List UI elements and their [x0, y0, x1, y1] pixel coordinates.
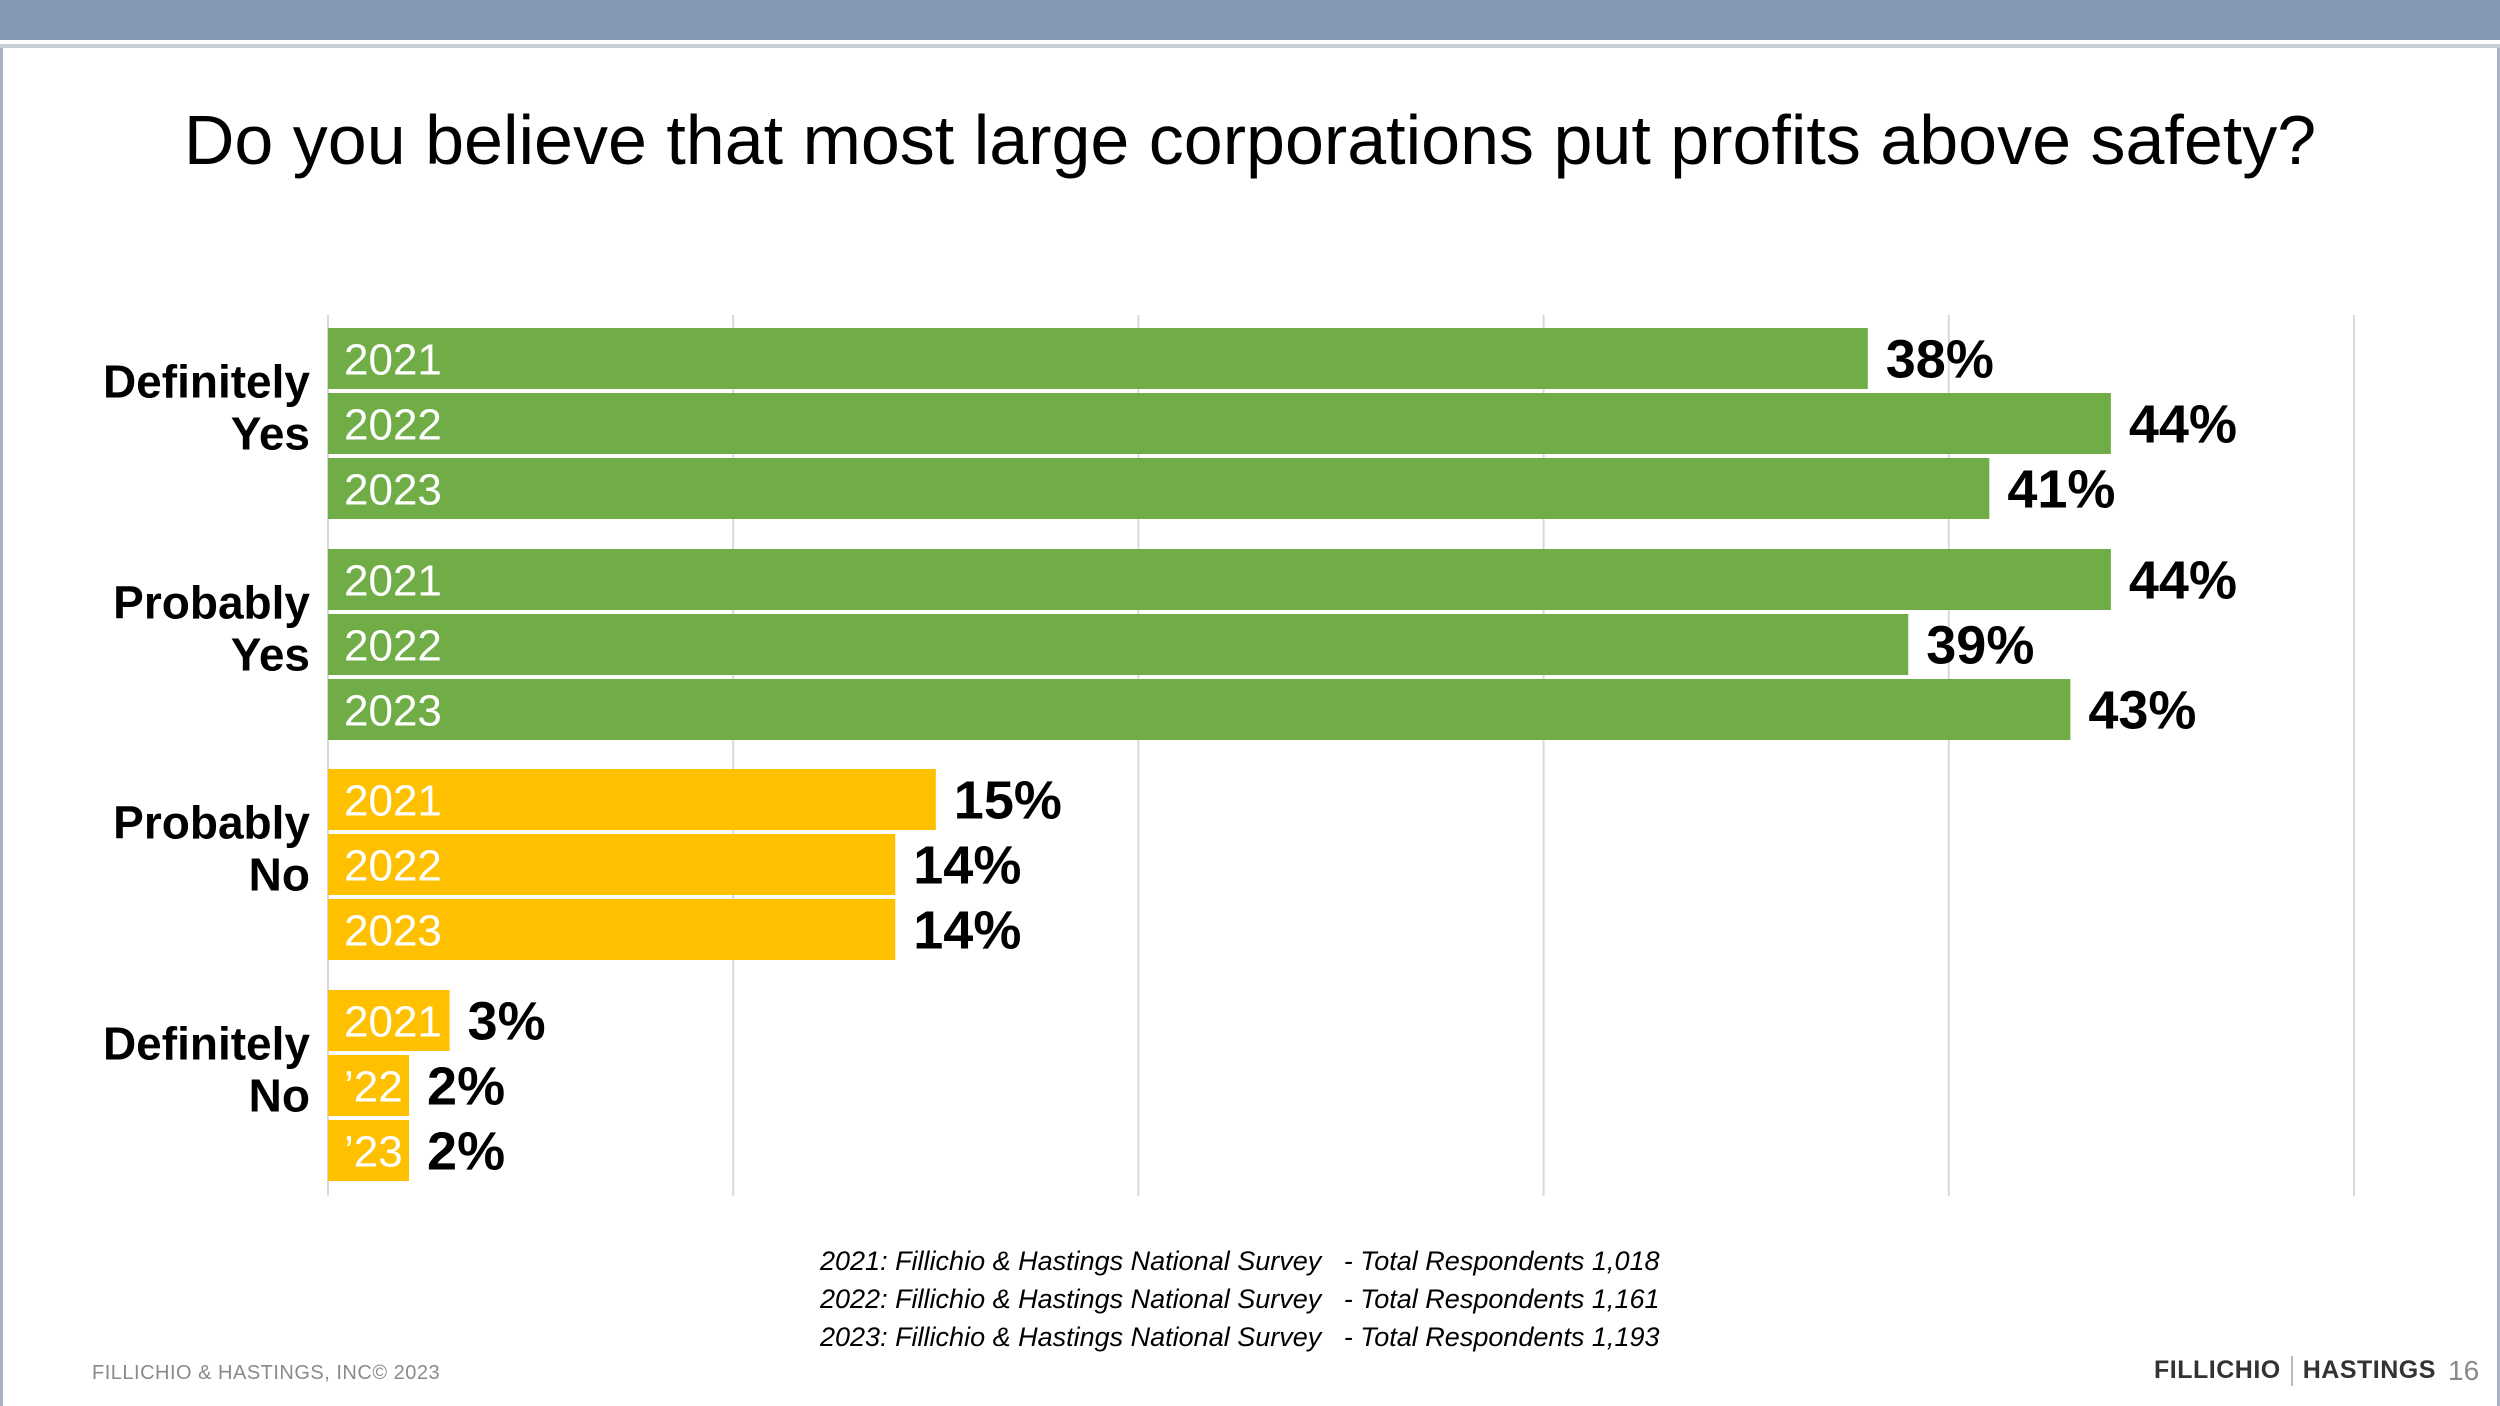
data-label: 14% — [913, 836, 1021, 896]
bar — [328, 899, 896, 960]
bars — [328, 328, 2111, 1181]
bar-year-label: 2023 — [344, 687, 442, 736]
page-number: 16 — [2448, 1355, 2480, 1386]
survey-total: - Total Respondents 1,018 — [1343, 1246, 1660, 1276]
category-label: Yes — [231, 629, 310, 681]
slide-right-border — [2497, 48, 2500, 1406]
bar-year-label: 2022 — [344, 401, 442, 450]
bar — [328, 393, 2111, 454]
category-label: No — [249, 1070, 310, 1122]
bar-year-label: ’23 — [344, 1128, 403, 1177]
bar-year-label: 2022 — [344, 622, 442, 671]
bar — [328, 679, 2071, 740]
category-label: Yes — [231, 408, 310, 460]
data-label: 43% — [2088, 681, 2196, 741]
bar-year-label: 2021 — [344, 336, 442, 385]
bar — [328, 990, 450, 1051]
bar — [328, 1055, 410, 1116]
data-label: 3% — [468, 992, 546, 1052]
survey-total: - Total Respondents 1,161 — [1343, 1284, 1660, 1314]
survey-name: 2021: Fillichio & Hastings National Surv… — [820, 1246, 1322, 1276]
bar — [328, 549, 2111, 610]
bar — [328, 769, 936, 830]
bar — [328, 458, 1990, 519]
survey-total: - Total Respondents 1,193 — [1343, 1322, 1660, 1352]
header-rule — [0, 44, 2500, 48]
data-label: 41% — [2007, 460, 2115, 520]
slide-left-border — [0, 48, 3, 1406]
bar — [328, 834, 896, 895]
bar-year-label: 2023 — [344, 466, 442, 515]
brand-name-left: FILLICHIO — [2154, 1356, 2281, 1384]
category-label: Probably — [113, 797, 310, 849]
bar-year-label: 2022 — [344, 842, 442, 891]
bar — [328, 328, 1868, 389]
brand-name-right: HASTINGS — [2302, 1356, 2436, 1384]
data-label: 14% — [913, 901, 1021, 961]
bar-year-label: 2021 — [344, 998, 442, 1047]
bar-year-label: 2021 — [344, 557, 442, 606]
category-label: Definitely — [103, 356, 310, 408]
survey-name: 2022: Fillichio & Hastings National Surv… — [820, 1284, 1322, 1314]
survey-notes: 2021: Fillichio & Hastings National Surv… — [820, 1242, 1660, 1356]
data-label: 39% — [1926, 616, 2034, 676]
bar-year-label: 2021 — [344, 777, 442, 826]
bar — [328, 1120, 410, 1181]
survey-note-2023: 2023: Fillichio & Hastings National Surv… — [820, 1318, 1660, 1356]
bar — [328, 614, 1909, 675]
category-label: No — [249, 849, 310, 901]
data-label: 44% — [2129, 551, 2237, 611]
survey-name: 2023: Fillichio & Hastings National Surv… — [820, 1322, 1322, 1352]
brand-logo: FILLICHIO HASTINGS — [2154, 1356, 2436, 1387]
category-label: Probably — [113, 577, 310, 629]
bar-year-label: ’22 — [344, 1063, 403, 1112]
survey-note-2021: 2021: Fillichio & Hastings National Surv… — [820, 1242, 1660, 1280]
brand-separator — [2290, 1356, 2293, 1387]
header-band — [0, 0, 2500, 40]
data-label: 44% — [2129, 395, 2237, 455]
bar-year-label: 2023 — [344, 907, 442, 956]
data-label: 2% — [427, 1057, 505, 1117]
slide-title: Do you believe that most large corporati… — [183, 101, 2317, 179]
category-label: Definitely — [103, 1018, 310, 1070]
data-label: 15% — [954, 771, 1062, 831]
data-label: 2% — [427, 1122, 505, 1182]
survey-note-2022: 2022: Fillichio & Hastings National Surv… — [820, 1280, 1660, 1318]
copyright-text: FILLICHIO & HASTINGS, INC© 2023 — [92, 1362, 441, 1384]
data-label: 38% — [1886, 330, 1994, 390]
